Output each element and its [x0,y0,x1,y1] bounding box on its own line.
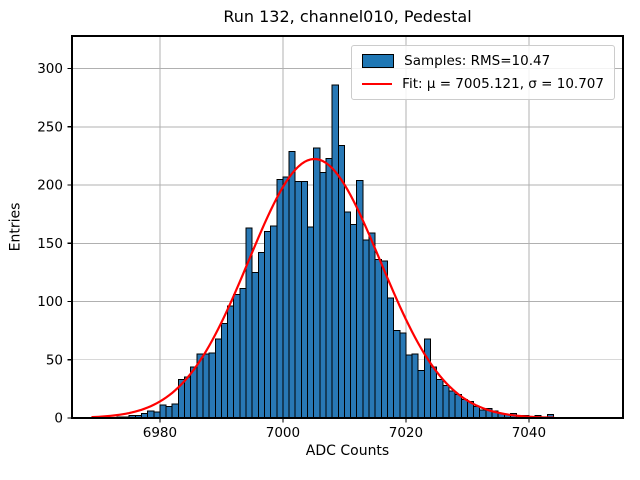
fit-curve [91,157,555,419]
y-tick-label: 100 [37,294,63,310]
legend-entry-samples: Samples: RMS=10.47 [362,53,604,69]
histogram-bar [294,181,302,419]
histogram-bar [165,405,173,419]
histogram-bar [380,260,388,419]
histogram-bar [171,403,179,419]
histogram-bar [251,271,259,419]
histogram-bar [159,404,167,419]
histogram-bar [473,405,481,419]
legend-entry-fit: Fit: μ = 7005.121, σ = 10.707 [362,76,604,92]
histogram-bar [368,232,376,419]
histogram-bar [257,252,265,419]
histogram-bar [460,398,468,419]
histogram-bar [417,369,425,419]
histogram-bar [214,338,222,419]
histogram-bar [220,323,229,419]
histogram-bar [202,353,210,419]
histogram-bar [436,379,444,419]
histogram-bar [153,411,161,419]
histogram [91,84,555,419]
histogram-bar [233,294,241,419]
legend: Samples: RMS=10.47 Fit: μ = 7005.121, σ … [351,45,615,100]
histogram-bar [270,225,278,419]
y-tick-label: 50 [46,352,63,368]
histogram-bar [208,352,216,419]
histogram-bar [307,226,315,419]
y-tick-label: 0 [54,411,63,427]
y-tick-label: 200 [37,178,63,194]
histogram-bar [227,305,235,419]
legend-fit-label: Fit: μ = 7005.121, σ = 10.707 [402,76,604,92]
histogram-bar [263,231,272,419]
histogram-bar [282,176,290,419]
y-tick-label: 250 [37,119,63,135]
histogram-bar [442,384,450,419]
y-axis-label: Entries [6,202,23,252]
samples-swatch-icon [362,54,395,68]
histogram-bar [325,157,333,419]
histogram-bar [393,330,401,419]
histogram-bar [454,394,462,419]
histogram-bar [313,147,321,419]
histogram-bar [479,409,487,419]
histogram-bar [147,410,155,419]
histogram-bar [399,332,407,419]
histogram-bar [374,259,382,419]
chart-title: Run 132, channel010, Pedestal [223,7,472,26]
plot-area: 6980 7000 7020 7040 0 50 100 150 200 250 300 [37,35,624,441]
histogram-bar [319,171,327,419]
histogram-bar [423,338,432,419]
x-axis-label: ADC Counts [305,443,390,459]
histogram-bar [430,366,438,419]
histogram-bar [362,239,370,419]
legend-samples-label: Samples: RMS=10.47 [404,53,551,69]
y-tick-label: 150 [37,236,63,252]
histogram-bar [276,178,284,419]
histogram-bar [190,366,198,419]
x-tick-label: 6980 [143,425,177,441]
axes-spines [71,35,624,419]
x-tick-label: 7020 [389,425,423,441]
histogram-bar [343,211,352,419]
axis-ticks: 6980 7000 7020 7040 0 50 100 150 200 250 300 [37,61,546,441]
histogram-bar [288,150,296,419]
histogram-bar [184,376,192,419]
x-tick-label: 7000 [266,425,300,441]
histogram-bar [386,297,395,419]
histogram-bar [239,288,247,419]
histogram-bar [331,84,339,419]
x-tick-label: 7040 [512,425,546,441]
histogram-bar [411,353,419,419]
histogram-bar [405,354,413,419]
histogram-bar [337,144,345,419]
y-tick-label: 300 [37,61,63,77]
fit-line-swatch-icon [362,83,393,85]
histogram-bar [350,224,358,419]
histogram-bar [300,181,309,419]
histogram-bar [448,390,456,419]
y-axis-label-container: Entries [0,36,40,418]
